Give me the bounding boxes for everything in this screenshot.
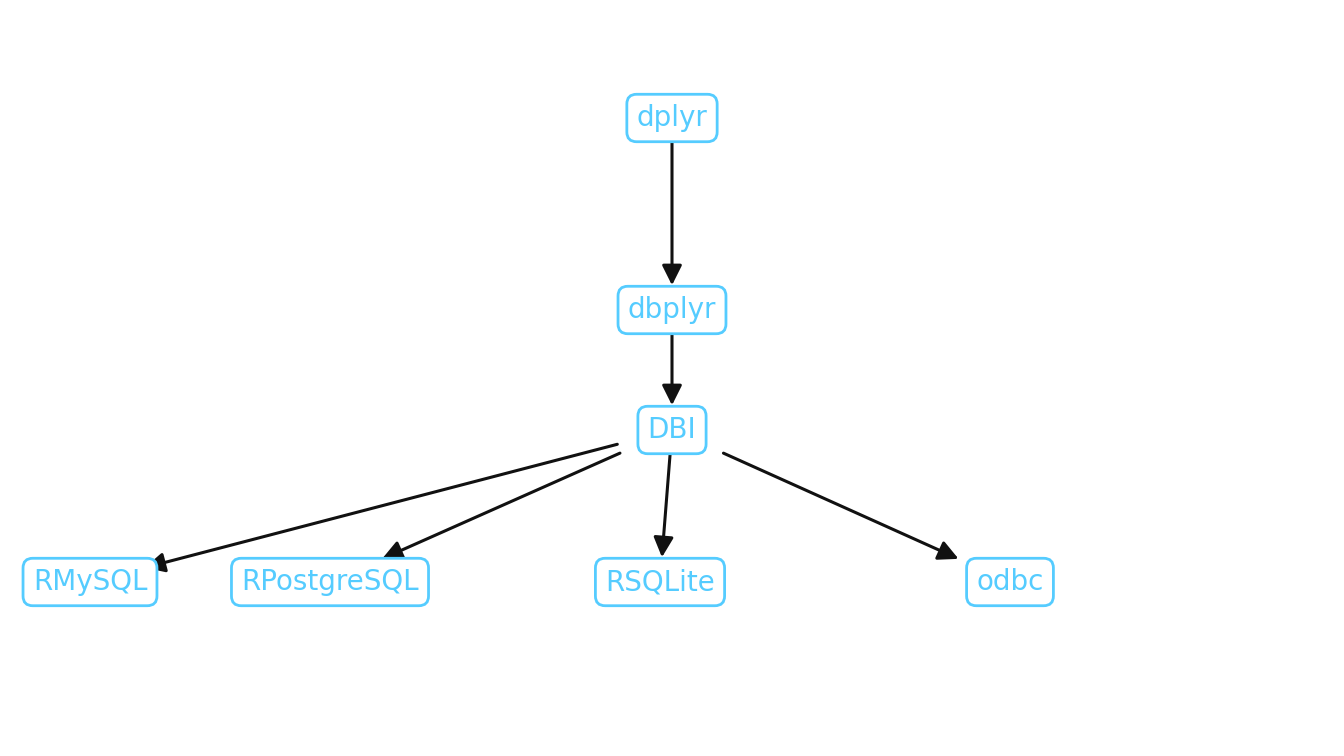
Text: dbplyr: dbplyr bbox=[628, 296, 716, 324]
Text: RSQLite: RSQLite bbox=[605, 568, 715, 596]
Text: RPostgreSQL: RPostgreSQL bbox=[241, 568, 419, 596]
Text: RMySQL: RMySQL bbox=[32, 568, 148, 596]
Text: odbc: odbc bbox=[976, 568, 1044, 596]
Text: dplyr: dplyr bbox=[637, 104, 707, 132]
Text: DBI: DBI bbox=[648, 416, 696, 444]
